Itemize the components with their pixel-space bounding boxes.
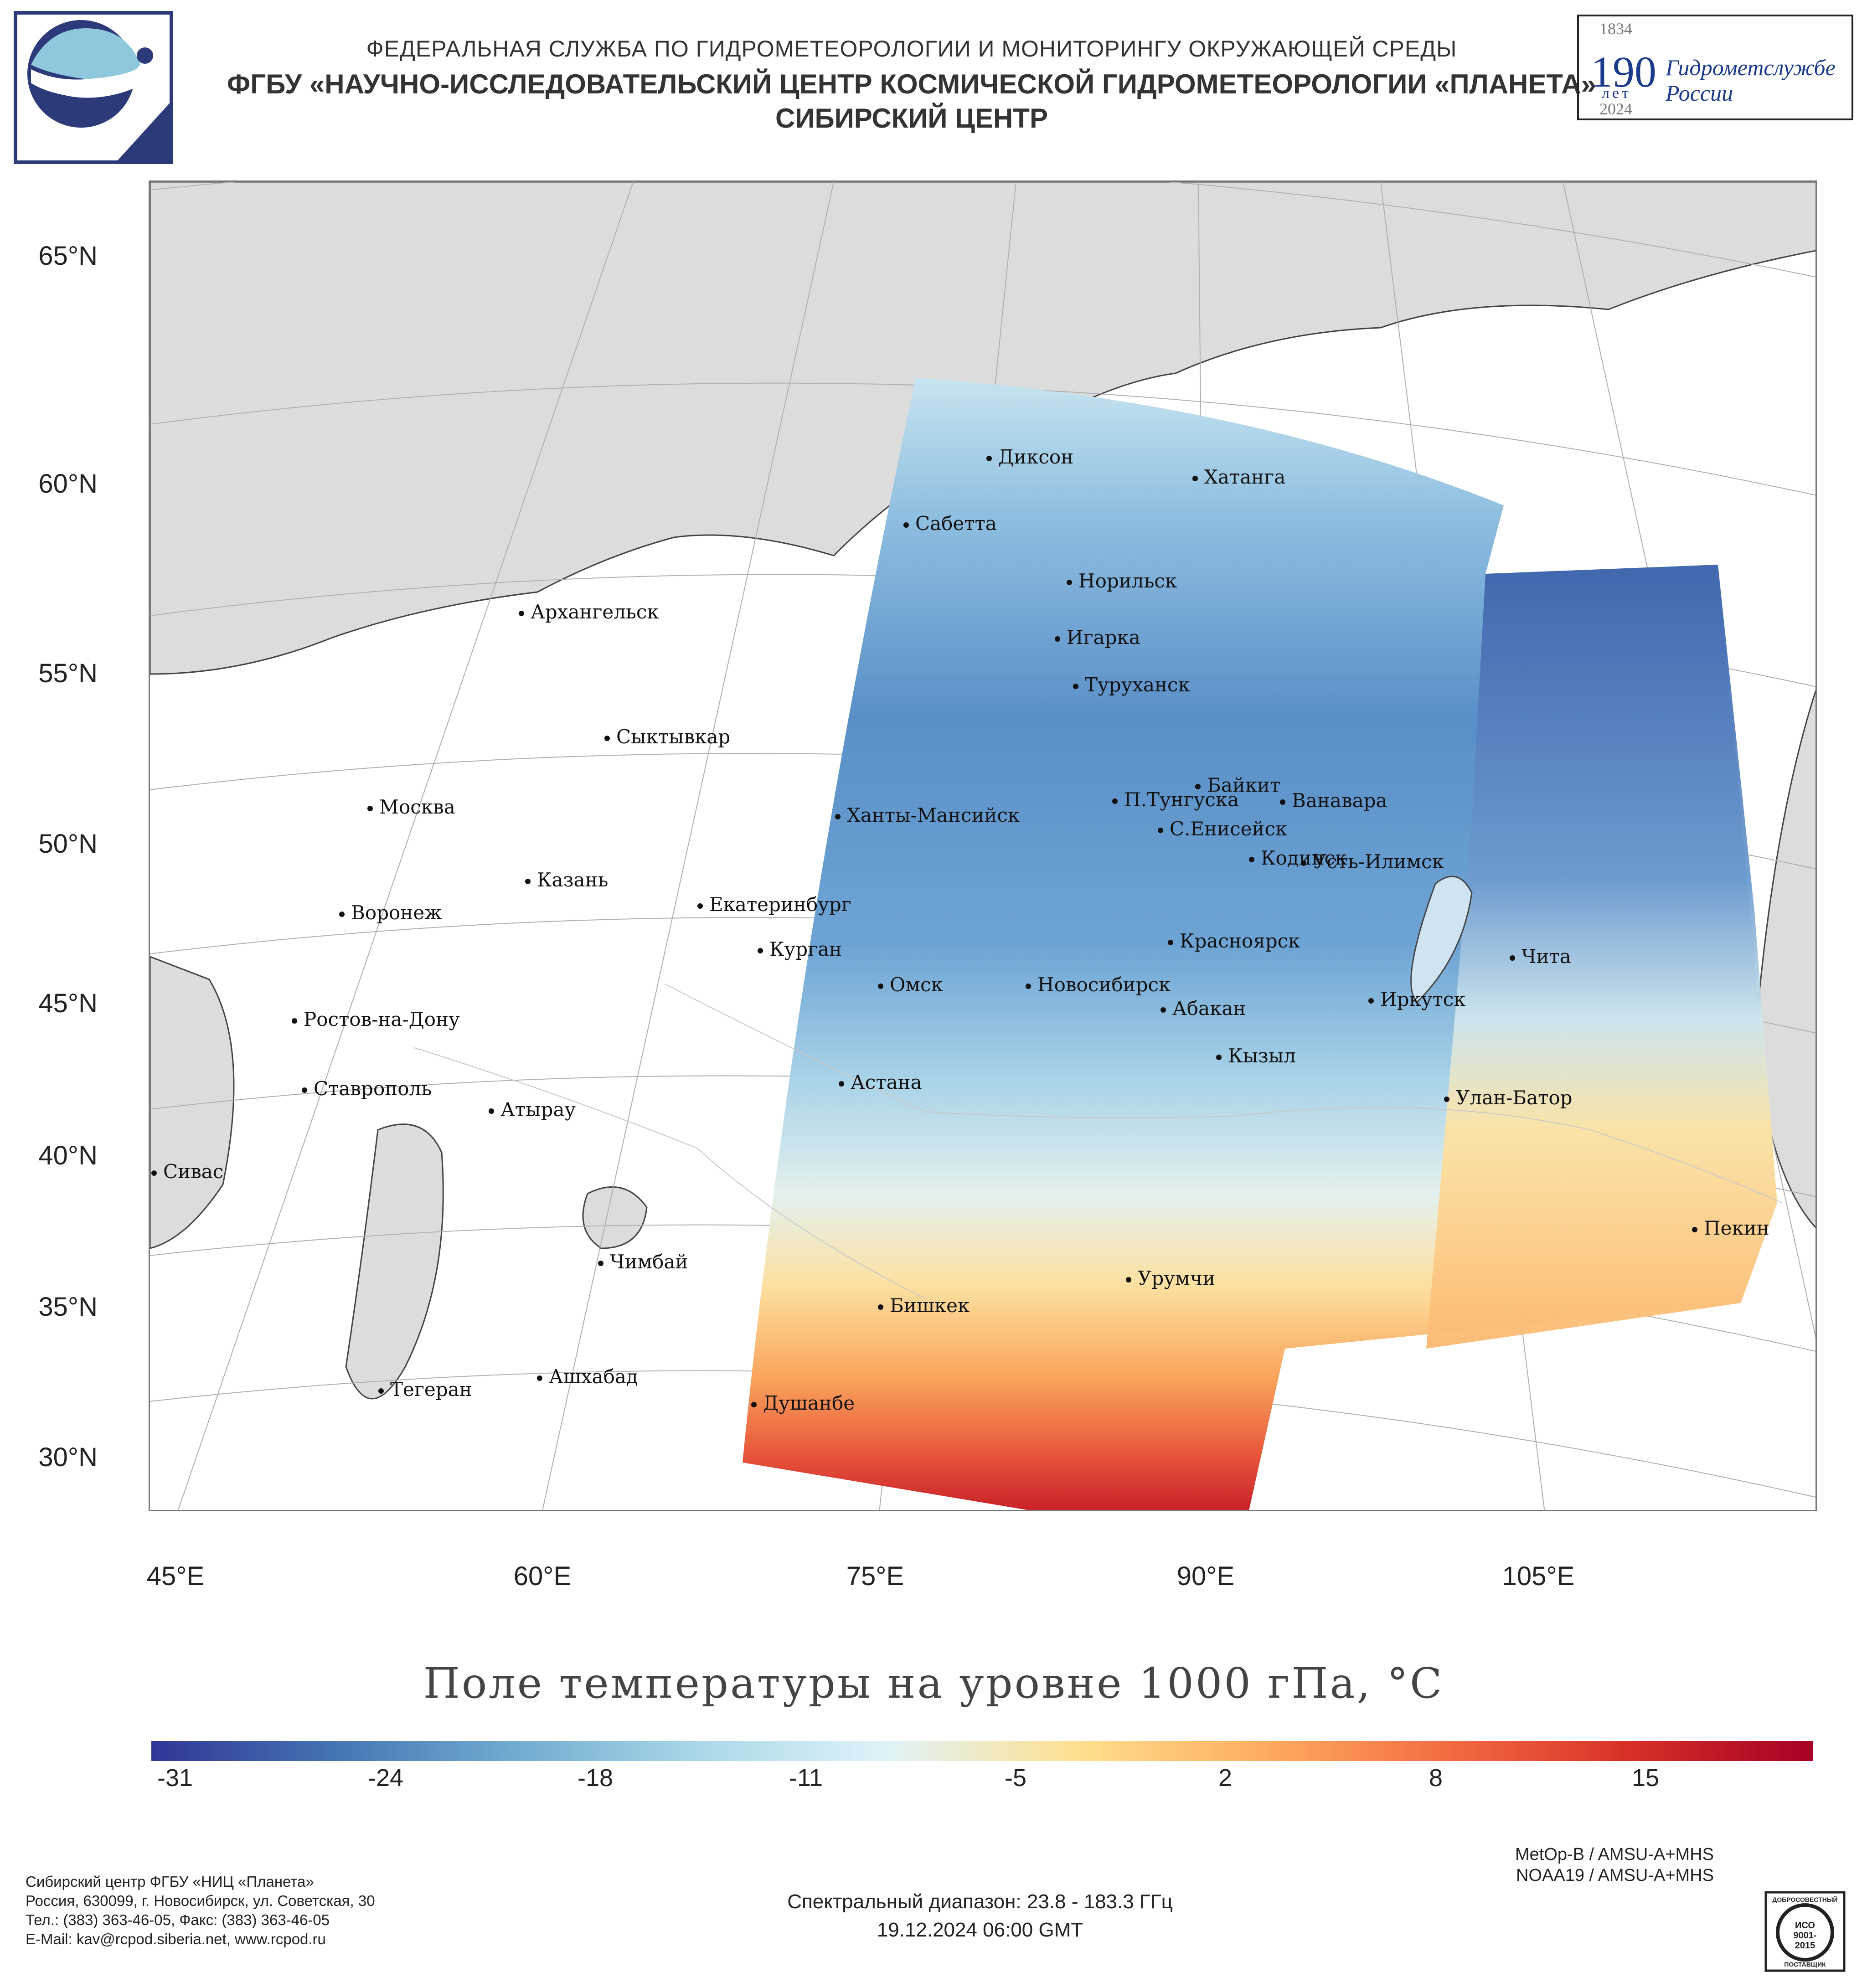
- city-label: Екатеринбург: [697, 893, 851, 916]
- city-label: Красноярск: [1168, 930, 1300, 952]
- colorbar-tick: -24: [367, 1764, 404, 1792]
- city-label: Новосибирск: [1026, 973, 1171, 996]
- city-label: Пекин: [1692, 1217, 1769, 1239]
- city-label: П.Тунгуска: [1112, 788, 1239, 811]
- lat-label-45: 45°N: [38, 989, 98, 1018]
- city-label: Омск: [878, 973, 943, 996]
- city-label: Норильск: [1067, 570, 1177, 592]
- colorbar-tick: -18: [577, 1764, 614, 1792]
- anniversary-year-end: 2024: [1599, 100, 1632, 118]
- planeta-logo: [13, 10, 174, 165]
- city-label: Усть-Илимск: [1301, 850, 1444, 873]
- city-label: Казань: [525, 869, 608, 891]
- footer-datetime: 19.12.2024 06:00 GMT: [877, 1919, 1083, 1941]
- temperature-map: [149, 180, 1817, 1511]
- colorbar-tick: -5: [1004, 1764, 1026, 1792]
- city-label: Чита: [1510, 945, 1571, 968]
- lat-label-50: 50°N: [38, 829, 98, 859]
- colorbar-tick: 15: [1631, 1764, 1660, 1792]
- city-label: Иркутск: [1368, 988, 1465, 1010]
- lat-label-40: 40°N: [38, 1141, 98, 1170]
- lon-label-75: 75°E: [846, 1561, 904, 1591]
- city-label: Диксон: [986, 446, 1073, 468]
- city-label: Урумчи: [1126, 1267, 1215, 1289]
- footer-contacts: Сибирский центр ФГБУ «НИЦ «Планета» Росс…: [26, 1873, 375, 1947]
- lat-label-55: 55°N: [38, 659, 98, 688]
- city-label: С.Енисейск: [1158, 818, 1287, 840]
- lake-baikal: [1410, 876, 1473, 1004]
- city-label: Воронеж: [339, 901, 442, 924]
- anniversary-year-start: 1834: [1599, 20, 1632, 38]
- city-label: Хатанга: [1192, 466, 1285, 488]
- lat-label-30: 30°N: [38, 1442, 98, 1472]
- temperature-swath-east: [1426, 565, 1777, 1349]
- footer-spectral: Спектральный диапазон: 23.8 - 183.3 ГГц: [787, 1890, 1173, 1913]
- map-canvas: [150, 182, 1815, 1510]
- satellite-noaa: NOAA19 / AMSU-A+MHS: [1516, 1866, 1714, 1885]
- header-agency: ФЕДЕРАЛЬНАЯ СЛУЖБА ПО ГИДРОМЕТЕОРОЛОГИИ …: [366, 36, 1457, 62]
- city-label: Абакан: [1160, 997, 1246, 1020]
- header-center: ФГБУ «НАУЧНО-ИССЛЕДОВАТЕЛЬСКИЙ ЦЕНТР КОС…: [227, 69, 1596, 99]
- city-label: Москва: [367, 796, 455, 818]
- cert-bottom: ПОСТАВЩИК: [1784, 1961, 1826, 1968]
- anniversary-word: лет: [1602, 85, 1631, 102]
- city-label: Кызыл: [1216, 1045, 1296, 1067]
- city-label: Ванавара: [1280, 789, 1387, 812]
- lat-label-65: 65°N: [38, 241, 98, 271]
- colorbar-title: Поле температуры на уровне 1000 гПа, °C: [423, 1659, 1444, 1708]
- city-label: Тегеран: [378, 1378, 472, 1401]
- city-label: Ростов-на-Дону: [292, 1008, 460, 1030]
- city-label: Улан-Батор: [1444, 1087, 1573, 1109]
- colorbar: [151, 1741, 1813, 1761]
- city-label: Ашхабад: [537, 1365, 638, 1388]
- city-label: Архангельск: [519, 601, 659, 623]
- city-label: Байкит: [1195, 774, 1280, 796]
- lon-label-105: 105°E: [1502, 1561, 1575, 1591]
- city-label: Курган: [758, 938, 842, 960]
- quality-certificate-icon: ДОБРОСОВЕСТНЫЙ ИСО 9001-2015 ПОСТАВЩИК: [1764, 1890, 1846, 1973]
- colorbar-tick: -11: [789, 1764, 823, 1792]
- cert-mid: ИСО 9001-2015: [1793, 1921, 1817, 1951]
- city-label: Сабетта: [903, 512, 997, 535]
- city-label: Ханты-Мансийск: [835, 804, 1020, 826]
- colorbar-tick: 8: [1429, 1764, 1443, 1792]
- city-label: Игарка: [1055, 626, 1140, 649]
- lat-label-60: 60°N: [38, 469, 98, 499]
- borders: [414, 984, 1782, 1299]
- city-label: Ставрополь: [302, 1077, 432, 1100]
- city-label: Сыктывкар: [604, 726, 730, 748]
- cert-top: ДОБРОСОВЕСТНЫЙ: [1772, 1896, 1838, 1903]
- lat-label-35: 35°N: [38, 1292, 98, 1322]
- city-label: Атырау: [489, 1098, 576, 1121]
- lon-label-60: 60°E: [513, 1561, 572, 1591]
- header-branch: СИБИРСКИЙ ЦЕНТР: [775, 103, 1048, 134]
- anniversary-org: Гидрометслужбе России: [1666, 55, 1836, 106]
- colorbar-tick: 2: [1218, 1764, 1233, 1792]
- satellite-metop: MetOp-B / AMSU-A+MHS: [1515, 1845, 1714, 1864]
- city-label: Бишкек: [878, 1294, 970, 1317]
- lon-label-45: 45°E: [146, 1561, 205, 1591]
- lon-label-90: 90°E: [1176, 1561, 1235, 1591]
- city-label: Астана: [839, 1071, 922, 1093]
- anniversary-number: 190: [1591, 47, 1656, 96]
- colorbar-tick: -31: [157, 1764, 193, 1792]
- anniversary-badge: 1834 190 лет Гидрометслужбе России 2024: [1577, 15, 1853, 120]
- city-label: Туруханск: [1073, 674, 1190, 696]
- city-label: Сивас: [151, 1160, 223, 1183]
- city-label: Душанбе: [751, 1392, 855, 1414]
- city-label: Чимбай: [598, 1251, 688, 1273]
